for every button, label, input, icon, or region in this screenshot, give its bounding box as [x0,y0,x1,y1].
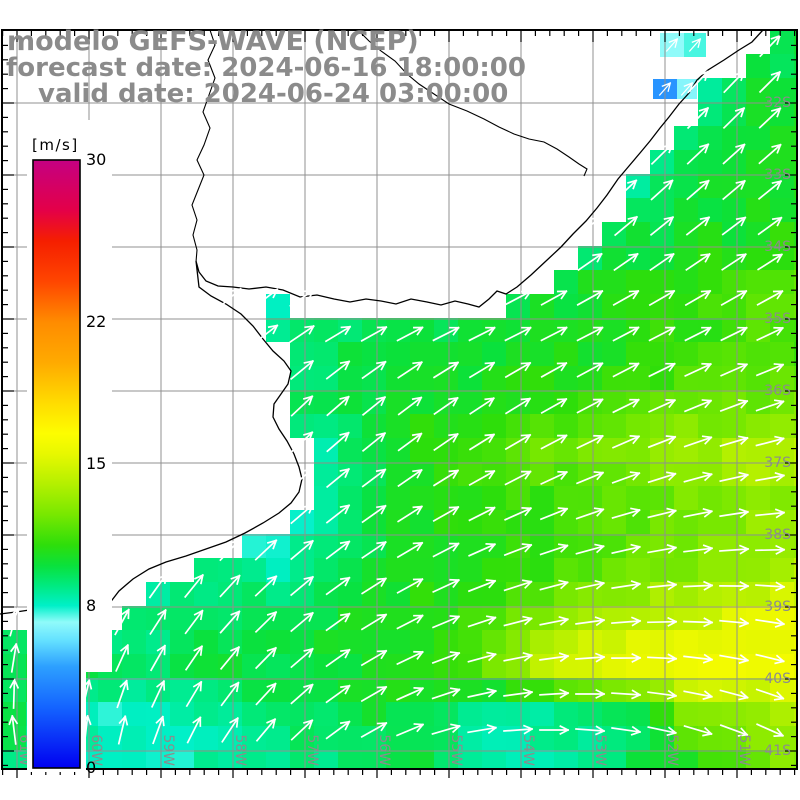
lat-label-34S: 34S [764,239,791,255]
lon-label-59W: 59W [160,734,176,766]
lat-label-39S: 39S [764,599,791,615]
lat-label-37S: 37S [764,455,791,471]
lat-label-36S: 36S [764,383,791,399]
lat-label-35S: 35S [764,311,791,327]
colorbar-unit-label: [m/s] [32,136,79,154]
colorbar-tick-8: 8 [86,596,96,615]
lat-label-32S: 32S [764,95,791,111]
lon-label-53W: 53W [592,734,608,766]
map-frame-layer [1,29,798,778]
lon-label-57W: 57W [304,734,320,766]
colorbar-tick-30: 30 [86,150,106,169]
colorbar-gradient [32,159,81,769]
lon-label-51W: 51W [736,734,752,766]
lon-label-55W: 55W [448,734,464,766]
wind-arrows-layer [8,34,786,745]
lon-label-54W: 54W [520,734,536,766]
lat-label-41S: 41S [764,743,791,759]
colorbar-layer: [m/s] 30 22 15 8 0 [27,120,112,777]
lon-label-56W: 56W [376,734,392,766]
lon-label-58W: 58W [232,734,248,766]
lon-label-60W: 60W [88,734,104,766]
coastline-layer [0,29,764,615]
colorbar-tick-15: 15 [86,454,106,473]
wind-speed-cells-layer [2,30,797,769]
lat-label-40S: 40S [764,671,791,687]
colorbar-tick-22: 22 [86,312,106,331]
lat-label-33S: 33S [764,167,791,183]
lon-label-52W: 52W [664,734,680,766]
lat-label-38S: 38S [764,527,791,543]
land-layer [0,30,763,614]
colorbar-tick-0: 0 [86,758,96,777]
